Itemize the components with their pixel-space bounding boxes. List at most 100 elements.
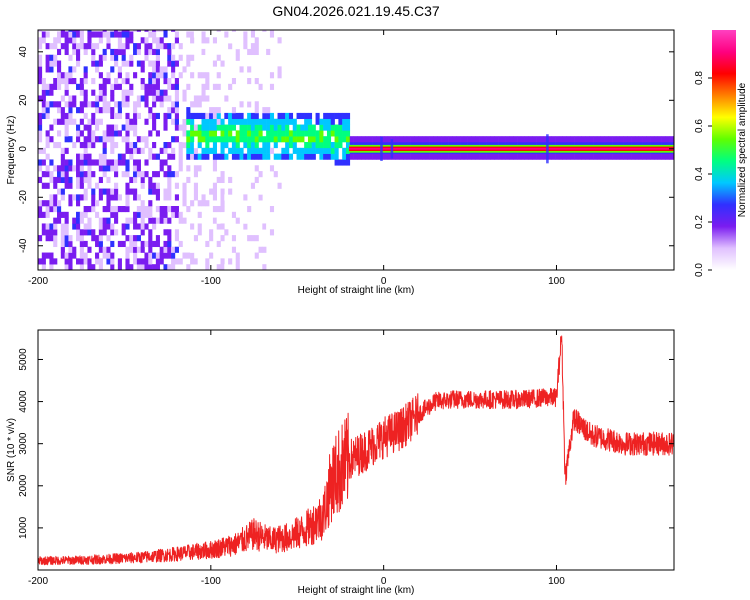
spectrogram-cell (277, 136, 282, 143)
spectrogram-cell (136, 171, 141, 178)
spectrogram-cell (72, 223, 77, 230)
spectrogram-cell (319, 136, 324, 143)
spectrogram-cell (178, 142, 183, 149)
spectrogram-cell (129, 188, 134, 195)
spectrogram-cell (174, 101, 179, 108)
spectrogram-cell (209, 118, 214, 125)
spectrogram-cell (239, 182, 244, 189)
spectrogram-cell (395, 136, 400, 143)
spectrogram-cell (95, 66, 100, 73)
spectrogram-cell (258, 31, 263, 38)
spectrogram-cell (193, 194, 198, 201)
spectrogram-cell (83, 252, 88, 259)
spectrogram-cell (41, 83, 46, 90)
spectrogram-cell (231, 30, 237, 32)
spectrogram-cell (220, 176, 225, 184)
spectrogram-cell (296, 136, 301, 143)
spectrogram-cell (72, 30, 77, 32)
spectrogram-cell (110, 223, 115, 230)
spectrogram-cell (171, 60, 176, 67)
spectrogram-cell (296, 147, 301, 154)
spectrogram-cell (319, 142, 324, 149)
spectrogram-cell (53, 182, 58, 189)
spectrogram-cell (216, 112, 221, 120)
spectrogram-cell (133, 124, 138, 131)
spectrogram-cell (76, 217, 81, 224)
spectrogram-cell (300, 147, 305, 154)
spectrogram-cell (224, 142, 229, 149)
spectrogram-cell (140, 223, 145, 230)
spectrogram-cell (634, 153, 640, 160)
spectrogram-cell (334, 147, 339, 154)
spectrogram-cell (254, 124, 259, 131)
spectrogram-cell (163, 78, 168, 85)
spectrogram-cell (129, 235, 134, 242)
spectrogram-cell (186, 206, 191, 213)
spectrogram-cell (220, 200, 225, 207)
spectrogram-cell (53, 235, 58, 242)
spectrogram-cell (174, 118, 179, 125)
spectrogram-cell (258, 246, 263, 253)
spectrogram-cell (72, 165, 77, 172)
spectrogram-cell (49, 258, 54, 265)
spectrogram-cell (114, 83, 119, 90)
spectrogram-cell (357, 136, 362, 143)
spectrogram-cell (186, 153, 191, 160)
spectrogram-cell (174, 229, 179, 236)
spectrogram-cell (98, 159, 103, 166)
spectrogram-cell (144, 240, 149, 248)
spectrogram-cell (364, 136, 370, 143)
spectrogram-cell (91, 188, 96, 195)
spectrogram-cell (193, 258, 198, 265)
spectrogram-cell (330, 153, 335, 160)
spectrogram-cell (212, 136, 218, 143)
spectrogram-cell (159, 217, 164, 224)
spectrogram-cell (98, 107, 103, 114)
spectrogram-cell (133, 246, 138, 253)
spectrogram-cell (247, 112, 252, 120)
spectrogram-cell (45, 101, 50, 108)
spectrogram-cell (144, 37, 149, 44)
spectrogram-cell (190, 112, 195, 120)
spectrogram-cell (171, 54, 176, 61)
spectrogram-cell (178, 165, 183, 172)
spectrogram-cell (45, 153, 50, 160)
spectrogram-cell (532, 153, 537, 160)
spectrogram-cell (136, 206, 141, 213)
spectrogram-cell (102, 159, 107, 166)
spectrogram-cell (76, 194, 81, 201)
spectrogram-cell (106, 72, 111, 79)
spectrogram-cell (528, 136, 533, 143)
spectrogram-cell (95, 118, 100, 125)
spectrogram-cell (600, 136, 605, 143)
spectrogram-cell (254, 118, 259, 125)
spectrogram-cell (68, 200, 73, 207)
spectrogram-cell (60, 43, 65, 50)
spectrogram-cell (174, 182, 179, 189)
spectrogram-cell (334, 112, 339, 120)
spectrogram-cell (79, 37, 84, 44)
spectrogram-cell (152, 78, 157, 85)
spectrogram-cell (83, 258, 88, 265)
spectrogram-cell (152, 66, 157, 73)
spectrogram-cell (95, 101, 100, 108)
spectrogram-cell (87, 118, 92, 125)
spectrogram-cell (83, 240, 88, 248)
spectrogram-cell (323, 147, 328, 154)
spectrogram-cell (288, 136, 294, 143)
spectrogram-cell (334, 153, 339, 160)
spectrogram-cell (133, 240, 138, 248)
spectrogram-cell (418, 136, 423, 143)
spectrogram-cell (45, 142, 50, 149)
spectrogram-cell (64, 235, 69, 242)
spectrogram-cell (83, 194, 88, 201)
spectrogram-cell (292, 118, 297, 125)
spectrogram-cell (91, 48, 96, 56)
spectrogram-cell (539, 153, 544, 160)
spectrogram-cell (125, 31, 130, 38)
spectrogram-cell (110, 124, 115, 131)
spectrogram-cell (513, 153, 518, 160)
spectrogram-cell (110, 107, 115, 114)
spectrogram-cell (190, 72, 195, 79)
spectrogram-cell (288, 153, 294, 160)
